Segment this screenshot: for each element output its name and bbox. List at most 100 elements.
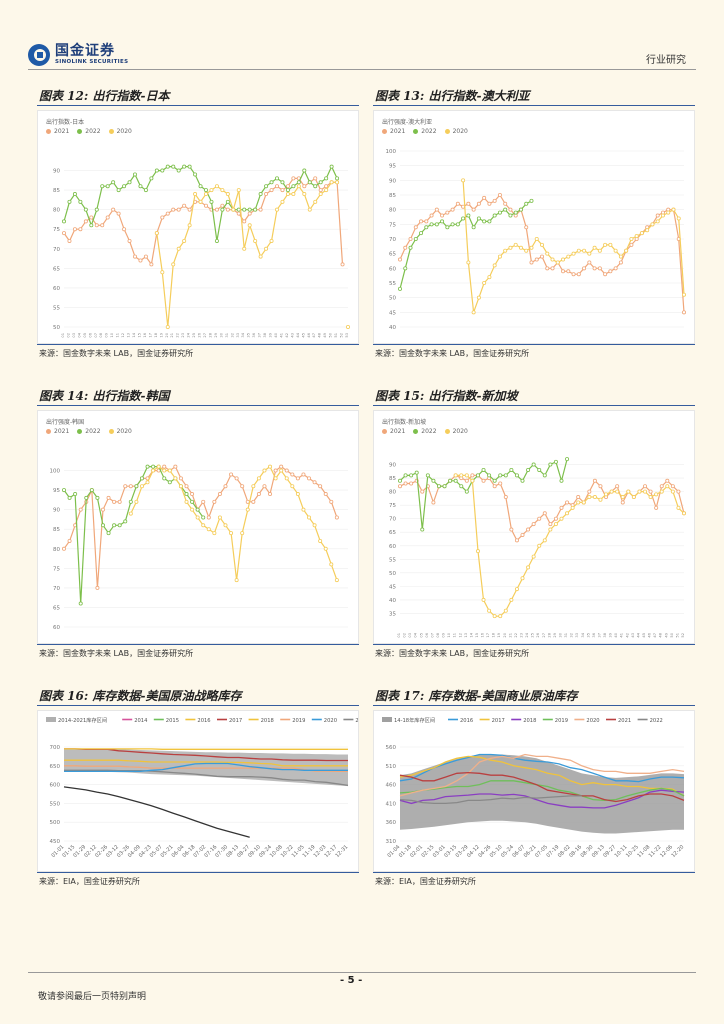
data-point <box>553 459 558 464</box>
y-tick-label: 40 <box>389 325 396 331</box>
data-point <box>576 248 581 253</box>
data-point <box>459 484 464 489</box>
data-point <box>464 473 469 478</box>
figure-source: 来源：国金数字未来 LAB，国金证券研究所 <box>373 644 695 659</box>
data-point <box>481 597 486 602</box>
data-point <box>128 511 133 516</box>
y-tick-label: 45 <box>389 584 396 590</box>
x-tick-label: 49 <box>323 332 327 337</box>
data-point <box>145 464 150 469</box>
data-point <box>576 500 581 505</box>
y-tick-label: 85 <box>389 193 396 199</box>
x-tick-label: 05 <box>83 333 87 338</box>
data-point <box>258 207 263 212</box>
data-point <box>487 219 492 224</box>
y-tick-label: 310 <box>386 839 397 845</box>
data-point <box>482 219 487 224</box>
data-point <box>134 499 139 504</box>
data-point <box>613 266 618 271</box>
x-tick-label: 25 <box>531 633 535 638</box>
legend-swatch <box>413 129 419 134</box>
data-point <box>419 231 424 236</box>
x-tick-label: 13 <box>464 633 468 638</box>
y-tick-label: 560 <box>386 745 397 751</box>
chart-inner-title: 出行指数-新加坡 <box>382 419 427 426</box>
data-point <box>160 168 165 173</box>
data-point <box>592 266 597 271</box>
legend-label: 14-18年库存区间 <box>394 716 435 724</box>
series-line <box>399 771 685 803</box>
data-point <box>629 237 634 242</box>
data-point <box>151 468 156 473</box>
us-commercial-crude-inventory-chart: 310 360 410 460 510 560 14-18年库存区间 2016 2017 2018… <box>382 716 685 859</box>
data-point <box>307 180 312 185</box>
y-tick-label: 65 <box>389 252 396 258</box>
figure-13: 图表 13: 出行指数-澳大利亚 出行强度-澳大利亚 2021 2022 202… <box>373 89 695 359</box>
legend-swatch <box>46 429 51 434</box>
data-point <box>531 554 536 559</box>
data-point <box>571 251 576 256</box>
data-point <box>592 245 597 250</box>
data-point <box>190 492 195 497</box>
data-point <box>329 180 334 185</box>
legend-swatch <box>108 129 114 134</box>
legend-label: 2021 <box>355 718 358 724</box>
data-point <box>648 495 653 500</box>
travel-index-chart-singapore: 35 40 45 50 55 60 65 70 75 80 85 90 01 02 03 04 05 06 07 08… <box>389 457 686 638</box>
x-tick-label: 16 <box>143 332 147 337</box>
data-point <box>497 193 502 198</box>
data-point <box>613 248 618 253</box>
data-point <box>550 266 555 271</box>
data-point <box>280 188 285 193</box>
data-point <box>143 254 148 259</box>
data-point <box>329 164 334 169</box>
data-point <box>176 246 181 251</box>
data-point <box>608 242 613 247</box>
y-tick-label: 50 <box>389 296 396 302</box>
y-tick-label: 510 <box>386 764 397 770</box>
legend-label: 2022 <box>650 718 663 724</box>
data-point <box>559 478 564 483</box>
data-point <box>236 207 241 212</box>
data-point <box>408 237 413 242</box>
x-tick-label: 21 <box>508 633 512 638</box>
data-point <box>220 203 225 208</box>
data-point <box>537 516 542 521</box>
data-point <box>89 223 94 228</box>
data-point <box>324 184 329 189</box>
data-point <box>112 523 117 528</box>
data-point <box>195 507 200 512</box>
data-point <box>285 184 290 189</box>
data-point <box>508 245 513 250</box>
legend-label: 2020 <box>116 428 132 435</box>
data-point <box>269 180 274 185</box>
data-point <box>302 184 307 189</box>
data-point <box>476 216 481 221</box>
data-point <box>529 260 534 265</box>
data-point <box>654 492 659 497</box>
data-point <box>160 270 165 275</box>
data-point <box>89 488 94 493</box>
x-tick-label: 23 <box>520 633 524 638</box>
series-line <box>63 786 250 838</box>
data-point <box>425 473 430 478</box>
data-point <box>637 489 642 494</box>
legend-label: 2014-2021库存区间 <box>58 716 107 724</box>
data-point <box>78 199 83 204</box>
data-point <box>201 523 206 528</box>
data-point <box>95 585 100 590</box>
y-tick-label: 80 <box>389 490 396 496</box>
legend-label: 2017 <box>492 718 505 724</box>
figure-title: 图表 17: 库存数据-美国商业原油库存 <box>373 689 695 706</box>
data-point <box>608 269 613 274</box>
y-tick-label: 70 <box>389 237 396 243</box>
data-point <box>212 531 217 536</box>
data-point <box>487 275 492 280</box>
data-point <box>145 480 150 485</box>
data-point <box>296 180 301 185</box>
data-point <box>312 523 317 528</box>
data-point <box>167 480 172 485</box>
data-point <box>234 578 239 583</box>
data-point <box>587 260 592 265</box>
data-point <box>487 473 492 478</box>
